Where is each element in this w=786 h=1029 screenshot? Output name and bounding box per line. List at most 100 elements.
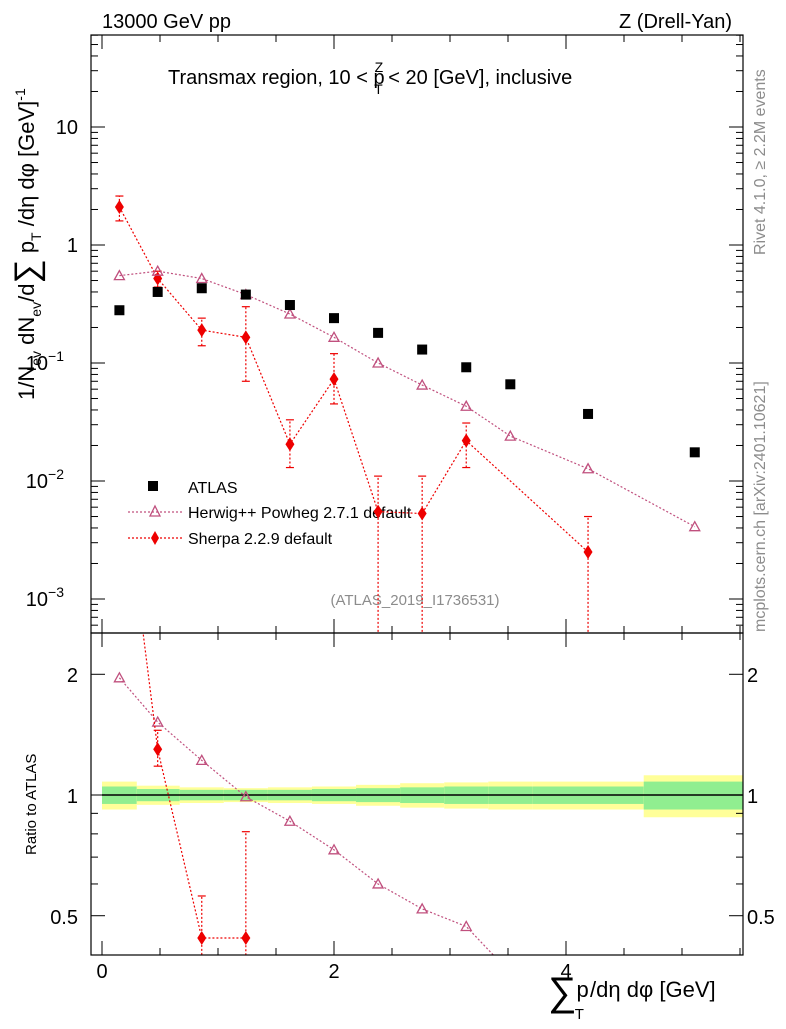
analysis-id: (ATLAS_2019_I1736531): [330, 592, 499, 609]
ratio-frame: [90, 632, 744, 956]
ytick-1: 1: [67, 235, 78, 257]
atlas-point: [417, 344, 428, 355]
main-series-group: [113, 195, 701, 633]
ylab-p9: -1: [12, 88, 28, 101]
sherpa-point: [197, 323, 207, 338]
plot-title-main: Transmax region, 10 < p: [168, 67, 385, 89]
atlas-point: [114, 305, 125, 316]
ylab-p4: /d: [14, 284, 39, 302]
sherpa-ratio-point: [197, 930, 207, 945]
process-label: Z (Drell-Yan): [619, 11, 732, 33]
herwig-ratio-point: [239, 790, 252, 802]
xtick-0: 0: [96, 961, 107, 983]
sherpa-point: [114, 199, 124, 214]
herwig-ratio-point: [416, 902, 429, 914]
sherpa-ratio-point: [153, 742, 163, 757]
plot-title-rest: < 20 [GeV], inclusive: [383, 67, 573, 89]
legend-atlas-marker: [148, 481, 158, 491]
mcplots-label: mcplots.cern.ch [arXiv:2401.10621]: [752, 381, 769, 632]
herwig-ratio-point: [327, 843, 341, 855]
herwig-ratio-point: [460, 920, 473, 932]
ylab-p7: T: [28, 232, 44, 241]
ylab-p5: ∑: [8, 259, 46, 283]
herwig-ratio-point: [151, 715, 164, 727]
atlas-point: [373, 327, 384, 338]
legend-herwig-marker: [148, 504, 162, 517]
plot-title: Transmax region, 10 < pZ T < 20 [GeV], in…: [168, 59, 572, 97]
ylab-p2: dN: [14, 317, 39, 351]
sherpa-line: [118, 206, 589, 553]
xlab-rest: /dη dφ [GeV]: [584, 977, 716, 1002]
sherpa-ratio-point: [115, 437, 124, 451]
legend-herwig-label: Herwig++ Powheg 2.7.1 default: [188, 505, 412, 522]
ylab-p6: p: [14, 241, 39, 259]
atlas-point: [461, 362, 472, 373]
atlas-point: [329, 313, 339, 324]
energy-label: 13000 GeV pp: [102, 11, 231, 33]
main-y-tick-labels: 10 1 10−1 10−2 10−3: [26, 117, 78, 611]
rtick-1-left: 1: [67, 786, 78, 808]
plot-title-sup: Z: [375, 59, 384, 75]
rtick-1-right: 1: [747, 786, 758, 808]
rtick-2-right: 2: [747, 665, 758, 687]
sherpa-point: [241, 330, 251, 345]
ytick-0.01-base: 10: [26, 471, 48, 493]
sherpa-point: [373, 504, 383, 519]
ytick-10: 10: [56, 117, 78, 139]
ytick-0.1: 10−1: [26, 348, 64, 375]
legend-atlas-label: ATLAS: [188, 480, 238, 497]
herwig-ratio-point: [195, 754, 208, 766]
ytick-0.001: 10−3: [26, 584, 64, 611]
xlab-sum: ∑: [548, 970, 577, 1014]
rtick-0.5-left: 0.5: [50, 907, 78, 929]
sherpa-point: [329, 372, 339, 387]
herwig-ratio-point: [371, 877, 385, 889]
herwig-point: [504, 429, 517, 441]
ratio-y-axis-label: Ratio to ATLAS: [23, 754, 40, 855]
herwig-ratio-point: [505, 968, 515, 977]
ylab-p1: ev: [28, 351, 44, 366]
legend-sherpa-marker: [151, 531, 159, 545]
atlas-point: [284, 300, 295, 311]
ytick-0.001-exp: −3: [48, 584, 64, 600]
atlas-point: [505, 379, 516, 390]
ytick-0.1-base: 10: [26, 353, 48, 375]
legend-sherpa-label: Sherpa 2.2.9 default: [188, 531, 333, 548]
herwig-point: [460, 399, 473, 411]
xtick-4: 4: [560, 961, 571, 983]
herwig-point: [195, 272, 208, 284]
ylab-p3: ev: [28, 302, 44, 317]
ytick-0.1-exp: −1: [48, 348, 64, 364]
ratio-series-group: [102, 437, 743, 977]
xtick-2: 2: [328, 961, 339, 983]
ylab-p8: /dη dφ [GeV]: [14, 101, 39, 233]
sherpa-point: [285, 437, 295, 452]
xlab-sub: T: [575, 1006, 584, 1023]
sherpa-point: [153, 271, 163, 286]
ylab-p0: 1/N: [14, 366, 39, 400]
herwig-ratio-point: [113, 671, 126, 683]
ytick-0.001-base: 10: [26, 589, 48, 611]
main-y-axis-label: 1/Nev dNev/d∑ pT /dη dφ [GeV]-1: [8, 88, 46, 400]
herwig-point: [327, 330, 341, 342]
sherpa-point: [461, 433, 471, 448]
rivet-label: Rivet 4.1.0, ≥ 2.2M events: [752, 69, 769, 255]
x-tick-labels: 0 2 4: [96, 961, 571, 983]
legend: ATLAS Herwig++ Powheg 2.7.1 default Sher…: [128, 480, 412, 548]
x-axis-label: ∑p T /dη dφ [GeV]: [548, 970, 716, 1023]
herwig-point: [688, 520, 701, 532]
sherpa-ratio-point: [241, 930, 251, 945]
ytick-0.01: 10−2: [26, 466, 64, 493]
herwig-point: [151, 264, 164, 276]
rtick-0.5-right: 0.5: [747, 907, 775, 929]
atlas-point: [152, 286, 163, 297]
rtick-2-left: 2: [67, 665, 78, 687]
sherpa-point: [417, 506, 427, 521]
ytick-0.01-exp: −2: [48, 466, 64, 482]
herwig-ratio-line: [118, 677, 495, 955]
herwig-point: [416, 378, 429, 390]
main-plot-area: [113, 195, 701, 633]
ratio-y-tick-labels: 2 1 0.5 2 1 0.5: [50, 665, 775, 929]
xlab-p: p: [577, 977, 589, 1002]
